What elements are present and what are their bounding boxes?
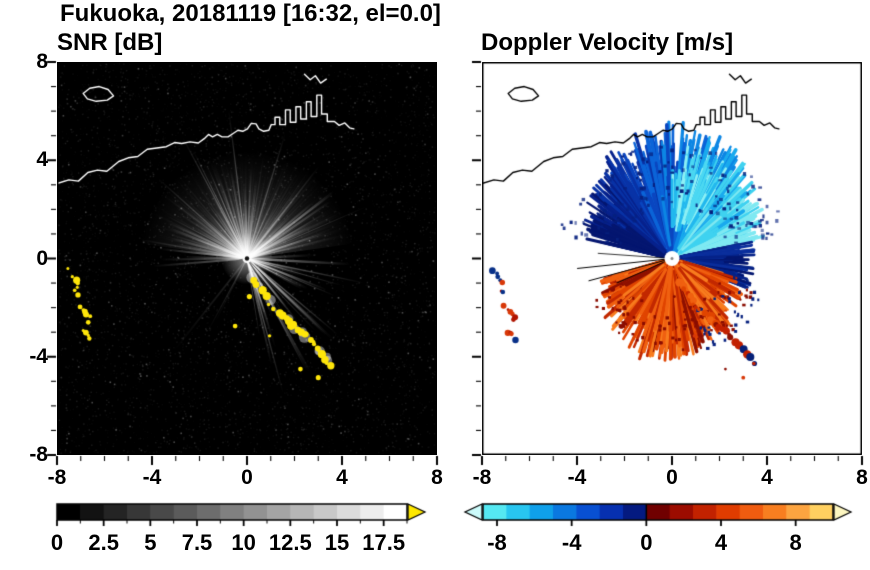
- snr-colorbar-label: 10: [231, 530, 256, 555]
- figure-title: Fukuoka, 20181119 [16:32, el=0.0]: [60, 0, 441, 27]
- doppler-x-tick-label: -4: [567, 466, 587, 489]
- snr-x-tick-label: -4: [142, 466, 162, 489]
- snr-ppi-plot: [57, 62, 437, 455]
- snr-panel-title: SNR [dB]: [57, 29, 163, 56]
- snr-y-tick-label: 8: [36, 50, 48, 73]
- doppler-x-tick-label: 0: [666, 466, 678, 489]
- snr-y-tick-label: 0: [36, 246, 48, 270]
- snr-y-tick-label: -8: [29, 443, 48, 466]
- snr-x-tick-label: -8: [47, 466, 67, 489]
- snr-y-tick-label: -4: [29, 344, 48, 368]
- snr-colorbar-label: 17.5: [362, 530, 406, 555]
- doppler-x-tick-label: 8: [856, 466, 868, 489]
- snr-y-tick-label: 4: [36, 148, 48, 172]
- snr-colorbar-label: 2.5: [88, 530, 119, 555]
- snr-colorbar-label: 0: [50, 530, 64, 555]
- doppler-x-tick-label: 4: [761, 466, 773, 489]
- doppler-colorbar-label: -4: [561, 530, 582, 555]
- snr-x-tick-label: 0: [241, 466, 253, 489]
- snr-x-tick-label: 4: [336, 466, 348, 489]
- doppler-colorbar-label: -8: [487, 530, 507, 555]
- doppler-colorbar-label: 0: [640, 530, 653, 555]
- doppler-panel-title: Doppler Velocity [m/s]: [481, 29, 734, 56]
- doppler-colorbar-label: 8: [789, 530, 802, 555]
- snr-colorbar-label: 7.5: [181, 530, 213, 555]
- doppler-x-tick-label: -8: [472, 466, 492, 489]
- snr-colorbar-label: 5: [144, 530, 157, 555]
- doppler-colorbar-label: 4: [714, 530, 728, 555]
- snr-x-tick-label: 8: [431, 466, 443, 489]
- doppler-ppi-plot: [482, 62, 862, 455]
- snr-colorbar-label: 15: [324, 530, 350, 555]
- snr-colorbar-label: 12.5: [268, 530, 312, 555]
